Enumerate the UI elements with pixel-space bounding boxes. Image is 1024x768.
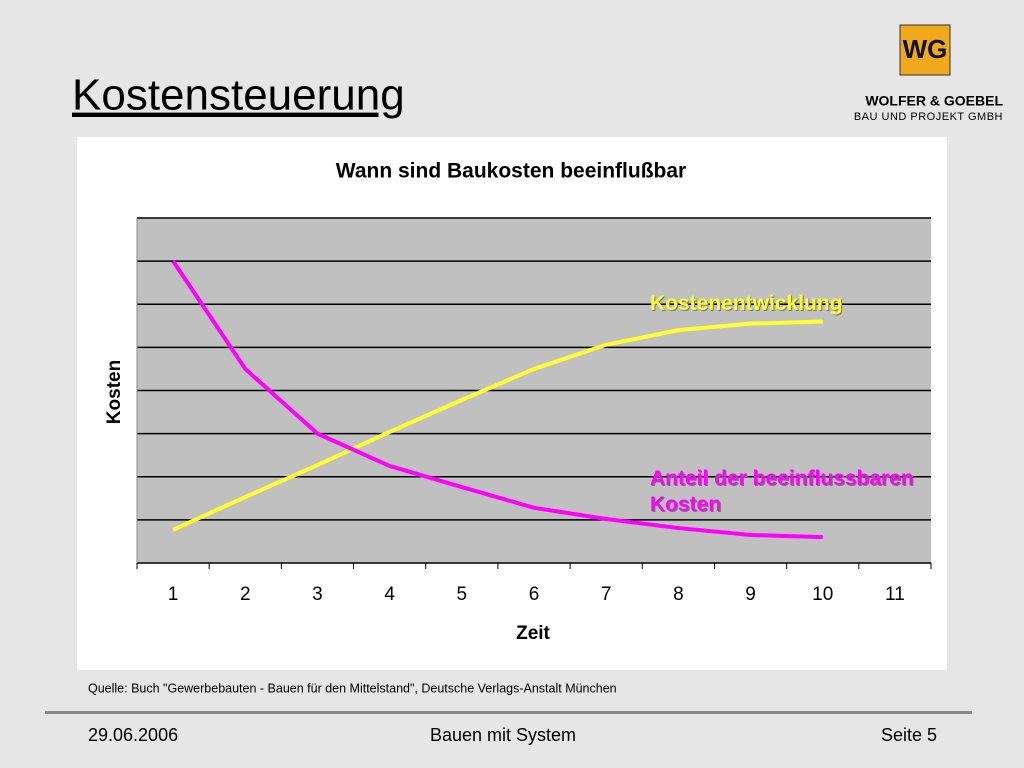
- series-label: Anteil der beeinflussbaren Kosten: [650, 467, 914, 516]
- logo: [899, 24, 951, 76]
- footer-page: Seite 5: [881, 725, 937, 745]
- x-axis-label: Zeit: [516, 623, 550, 644]
- x-tick-label: 7: [601, 584, 612, 605]
- x-tick-label: 11: [885, 584, 905, 605]
- x-tick-label: 3: [312, 584, 323, 605]
- x-tick-label: 5: [457, 584, 468, 605]
- x-tick-label: 9: [745, 584, 756, 605]
- series-line: [172, 319, 823, 532]
- slide-title: Kostensteuerung: [72, 71, 405, 120]
- x-tick-label: 8: [673, 584, 684, 605]
- footer-rule: [45, 711, 972, 714]
- logo-mark: WG: [903, 34, 948, 64]
- x-tick-label: 6: [529, 584, 540, 605]
- footer-date: 29.06.2006: [88, 725, 178, 745]
- x-tick-label: 4: [384, 584, 395, 605]
- x-tick-label: 2: [240, 584, 251, 605]
- source-note: Quelle: Buch "Gewerbebauten - Bauen für …: [88, 681, 617, 695]
- series-line: [171, 260, 823, 540]
- company-subtitle: BAU UND PROJEKT GMBH: [854, 111, 1003, 123]
- chart-title: Wann sind Baukosten beeinflußbar: [336, 160, 686, 183]
- x-tick-label: 1: [168, 584, 179, 605]
- footer-center: Bauen mit System: [430, 725, 576, 745]
- y-axis-label: Kosten: [104, 360, 125, 424]
- x-tick-label: 10: [812, 584, 833, 605]
- series-label: Kostenentwicklung: [650, 292, 843, 315]
- company-name: WOLFER & GOEBEL: [865, 93, 1003, 109]
